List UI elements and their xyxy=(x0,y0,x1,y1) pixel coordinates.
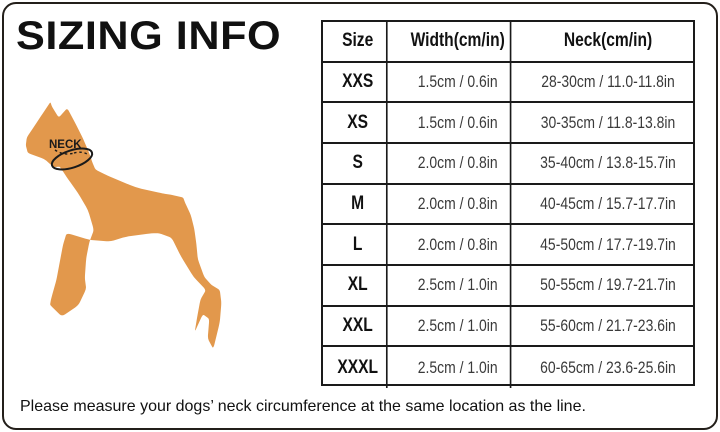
svg-text:NECK: NECK xyxy=(49,139,82,151)
